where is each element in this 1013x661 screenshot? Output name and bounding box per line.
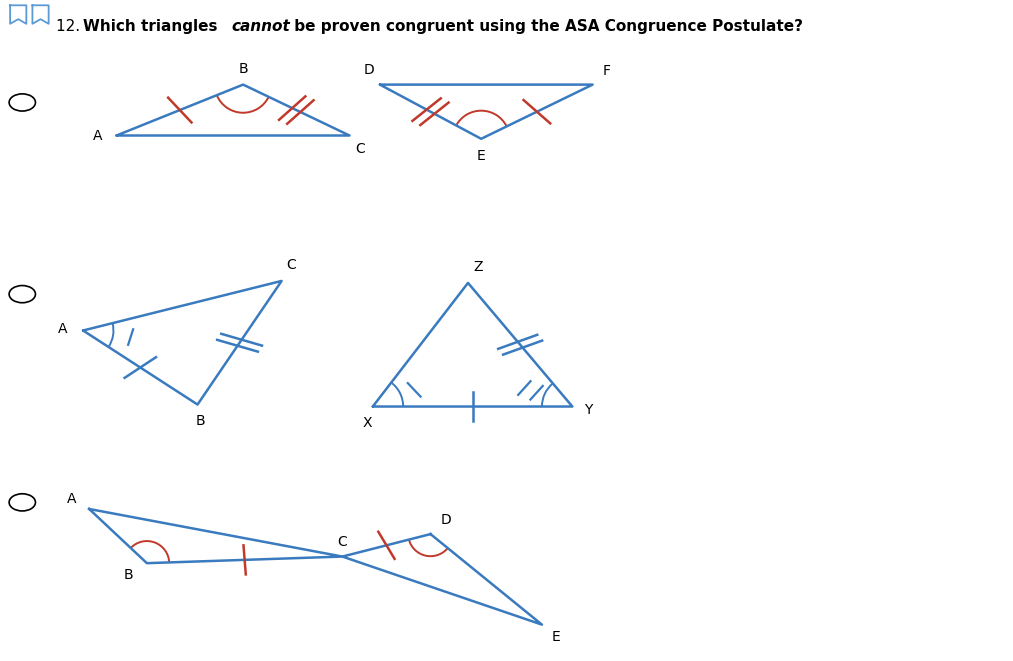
Text: B: B bbox=[124, 568, 134, 582]
Text: cannot: cannot bbox=[231, 19, 290, 34]
Text: Which triangles: Which triangles bbox=[83, 19, 223, 34]
Text: E: E bbox=[477, 149, 485, 163]
Text: B: B bbox=[196, 414, 206, 428]
Text: 12.: 12. bbox=[56, 19, 85, 34]
Text: C: C bbox=[356, 142, 366, 156]
Text: F: F bbox=[603, 64, 611, 78]
Text: C: C bbox=[287, 258, 297, 272]
Text: D: D bbox=[364, 63, 375, 77]
Text: C: C bbox=[337, 535, 347, 549]
Text: Y: Y bbox=[585, 403, 593, 417]
Text: B: B bbox=[238, 62, 248, 76]
Text: A: A bbox=[59, 322, 68, 336]
Text: Z: Z bbox=[473, 260, 482, 274]
Text: X: X bbox=[363, 416, 373, 430]
Text: A: A bbox=[67, 492, 76, 506]
Text: A: A bbox=[93, 128, 102, 143]
Text: be proven congruent using the ASA Congruence Postulate?: be proven congruent using the ASA Congru… bbox=[289, 19, 802, 34]
Text: D: D bbox=[441, 514, 452, 527]
Text: E: E bbox=[552, 630, 561, 644]
